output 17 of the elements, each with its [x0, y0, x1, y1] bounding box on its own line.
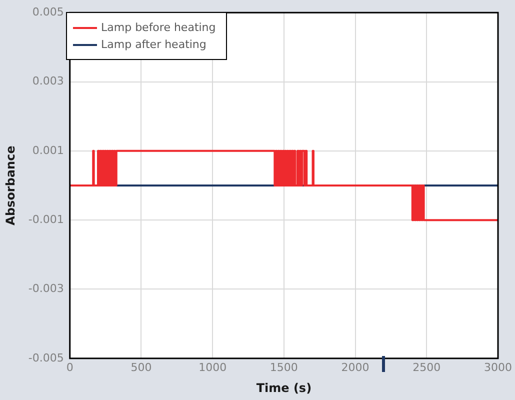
x-tick-label: 1500 — [270, 360, 298, 374]
legend-label: Lamp before heating — [101, 21, 216, 34]
x-tick-label: 3000 — [484, 360, 512, 374]
y-tick-label: -0.001 — [28, 212, 64, 226]
x-tick-label: 0 — [66, 360, 74, 374]
y-tick-label: 0.005 — [32, 5, 64, 18]
x-tick-label: 2000 — [341, 360, 370, 374]
x-tick-label: 1000 — [198, 360, 227, 374]
y-tick-label: -0.005 — [28, 351, 64, 364]
legend-label: Lamp after heating — [101, 38, 206, 51]
x-tick-label: 500 — [130, 360, 152, 374]
y-axis-title: Absorbance — [3, 146, 18, 226]
x-tick-label: 2500 — [412, 360, 441, 374]
y-tick-label: 0.003 — [32, 74, 64, 88]
x-axis-title: Time (s) — [256, 380, 312, 395]
y-tick-label: 0.001 — [32, 144, 64, 157]
y-tick-label: -0.003 — [28, 282, 64, 296]
